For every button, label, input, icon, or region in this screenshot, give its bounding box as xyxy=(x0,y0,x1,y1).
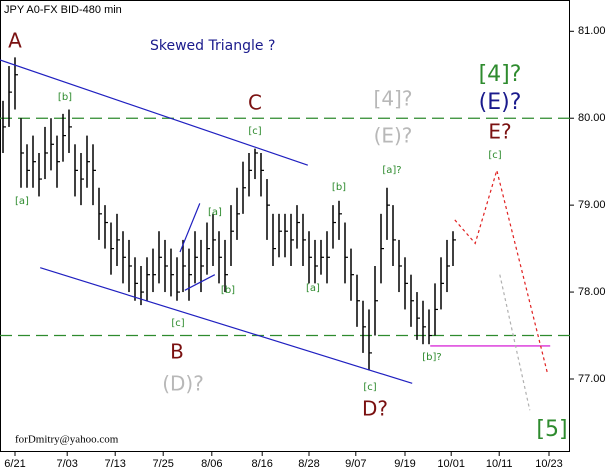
x-tick-label: 6/21 xyxy=(4,458,25,470)
y-tick-label: 77.00 xyxy=(578,373,606,385)
trend-line xyxy=(499,274,531,411)
annotation: [b]? xyxy=(422,352,441,363)
annotation: B xyxy=(170,340,184,364)
annotation: [5] xyxy=(536,417,567,442)
annotation: [c] xyxy=(363,382,376,393)
annotation: [b] xyxy=(332,182,346,193)
annotation: (E)? xyxy=(374,124,413,148)
annotation: (E)? xyxy=(479,90,522,115)
y-tick-label: 79.00 xyxy=(578,199,606,211)
trend-line xyxy=(40,267,413,384)
annotation: C xyxy=(248,91,262,115)
annotation: D? xyxy=(362,397,388,421)
x-tick-label: 10/23 xyxy=(535,458,563,470)
annotation: [b] xyxy=(58,92,72,103)
trend-line xyxy=(179,203,201,253)
annotation: [c] xyxy=(248,126,261,137)
x-tick-label: 10/01 xyxy=(437,458,465,470)
annotation: [a] xyxy=(306,283,320,294)
trend-line xyxy=(0,59,308,166)
y-tick-label: 80.00 xyxy=(578,112,606,124)
x-tick-label: 8/16 xyxy=(251,458,272,470)
annotation: E? xyxy=(488,120,511,144)
x-tick-label: 7/03 xyxy=(56,458,77,470)
x-tick-label: 10/11 xyxy=(486,458,513,470)
annotation: [4]? xyxy=(374,87,413,111)
x-tick-label: 7/25 xyxy=(152,458,173,470)
annotation: forDmitry@yahoo.com xyxy=(15,434,119,446)
annotation: (D)? xyxy=(162,372,204,396)
x-tick-label: 8/06 xyxy=(201,458,222,470)
trend-line xyxy=(184,274,216,291)
annotation: [c] xyxy=(171,318,184,329)
annotation: [a] xyxy=(15,196,29,207)
annotation: [c] xyxy=(488,150,501,161)
y-tick-label: 78.00 xyxy=(578,286,606,298)
chart-title: JPY A0-FX BID-480 min xyxy=(4,4,122,16)
annotation: [4]? xyxy=(479,62,522,87)
annotation: [a] xyxy=(208,207,222,218)
annotation: [a]? xyxy=(382,165,401,176)
annotation: Skewed Triangle ? xyxy=(150,38,275,54)
x-tick-label: 9/07 xyxy=(345,458,366,470)
annotation: A xyxy=(8,29,22,53)
x-tick-label: 9/19 xyxy=(394,458,415,470)
x-tick-label: 7/13 xyxy=(104,458,125,470)
y-tick-label: 81.00 xyxy=(578,25,606,37)
annotation: [b] xyxy=(221,285,235,296)
trend-line xyxy=(454,168,549,375)
x-tick-label: 8/28 xyxy=(298,458,319,470)
